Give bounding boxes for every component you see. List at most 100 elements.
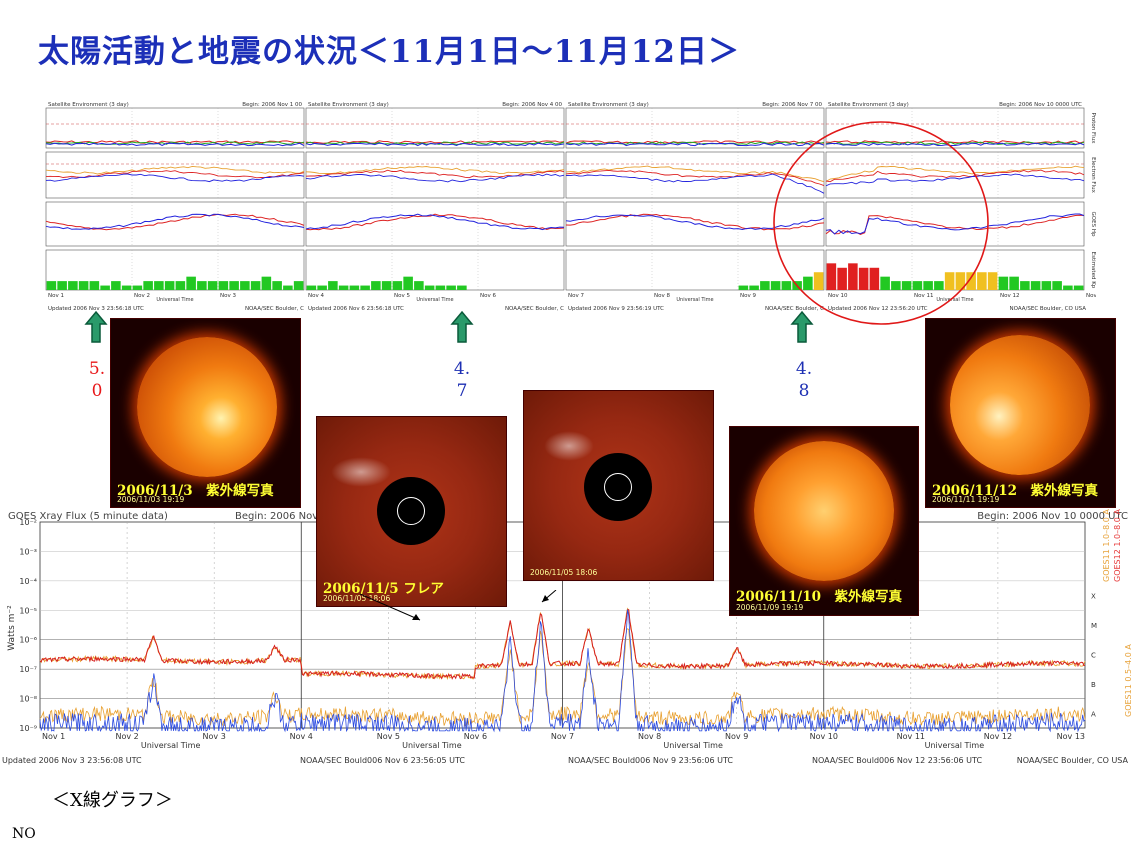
xray-day-label: Nov 10 xyxy=(810,732,838,741)
xray-legend-entry: GOES11 0.5–4.0 A xyxy=(1124,644,1133,717)
xray-ytick-label: 10⁻⁴ xyxy=(19,577,37,586)
xray-updated-label: NOAA/SEC Boulder, CO USA xyxy=(1017,756,1129,765)
panel-begin-label: Begin: 2006 Nov 1 00 xyxy=(242,102,302,108)
goes-hp-line xyxy=(825,214,1085,235)
kp-bar xyxy=(89,281,100,290)
kp-bar xyxy=(770,281,781,290)
kp-bar xyxy=(858,267,869,290)
env-day-label: Nov 10 xyxy=(828,293,848,299)
satellite-environment-chart: Satellite Environment (3 day) Begin: 2006… xyxy=(45,102,1096,312)
proton-flux-line xyxy=(825,141,1085,145)
kp-bar xyxy=(435,285,446,290)
xray-class-label: A xyxy=(1091,710,1096,718)
kp-bar xyxy=(403,276,413,290)
photo-caption: 2006/11/10 紫外線写真 xyxy=(736,589,903,605)
xray-begin-label: Begin: 2006 Nov xyxy=(235,511,318,522)
env-updated-label: Updated 2006 Nov 3 23:56:18 UTC xyxy=(48,306,144,312)
panel-header: Satellite Environment (3 day) xyxy=(48,102,129,108)
env-credit-label: NOAA/SEC Boulder, C xyxy=(245,306,304,312)
xray-updated-label: NOAA/SEC Bould006 Nov 12 23:56:06 UTC xyxy=(812,756,982,765)
xray-legend-entry: GOES11 1.0–8.0 A xyxy=(1102,509,1111,582)
env-subplot-frame xyxy=(305,201,565,247)
sun-uv-photo: 2006/11/10 紫外線写真 2006/11/09 19:19 xyxy=(729,426,919,616)
kp-bar xyxy=(966,272,976,290)
goes-hp-line xyxy=(565,214,825,231)
goes12-long-line xyxy=(39,609,1086,680)
env-row-label: GOES Hp xyxy=(1090,212,1096,237)
kp-bar xyxy=(100,285,110,290)
kp-bar xyxy=(175,281,186,290)
electron-flux-line xyxy=(565,169,825,187)
env-day-label: Nov 7 xyxy=(568,293,584,299)
photo-timestamp: 2006/11/05 18:06 xyxy=(530,568,598,577)
electron-flux-line xyxy=(305,166,565,175)
kp-bar xyxy=(164,281,175,290)
proton-flux-line xyxy=(305,142,565,147)
kp-bar xyxy=(143,281,153,290)
kp-bar xyxy=(111,281,121,290)
kp-bar xyxy=(1020,281,1030,290)
kp-bar xyxy=(414,281,424,290)
photo-timestamp: 2006/11/03 19:19 xyxy=(117,495,185,504)
flare-pointer-arrows xyxy=(360,590,557,621)
kp-bar xyxy=(955,272,966,290)
kp-bar xyxy=(760,281,770,290)
env-day-label: Nov 12 xyxy=(1000,293,1019,299)
kp-bar xyxy=(46,281,57,290)
photo-caption: 2006/11/3 紫外線写真 xyxy=(117,483,274,499)
xray-updated-label: NOAA/SEC Bould006 Nov 6 23:56:05 UTC xyxy=(300,756,465,765)
magnitude-label: 4. 7 xyxy=(453,359,471,401)
kp-bar xyxy=(880,276,890,290)
goes12-short-line xyxy=(39,609,1086,733)
kp-bar xyxy=(121,285,132,290)
goes-hp-line xyxy=(825,213,1085,235)
env-updated-label: Updated 2006 Nov 9 23:56:19 UTC xyxy=(568,306,664,312)
xray-day-label: Nov 4 xyxy=(290,732,313,741)
panel-header: Satellite Environment (3 day) xyxy=(568,102,649,108)
kp-bar xyxy=(349,285,360,290)
sun-uv-photo: 2006/11/12 紫外線写真 2006/11/11 19:19 xyxy=(925,318,1116,508)
electron-flux-line xyxy=(45,170,305,179)
panel-header: Satellite Environment (3 day) xyxy=(308,102,389,108)
photo-timestamp: 2006/11/09 19:19 xyxy=(736,603,804,612)
xray-legend-entry: GOES12 1.0–8.0 A xyxy=(1113,509,1122,582)
xray-day-label: Nov 8 xyxy=(638,732,661,741)
goes-hp-line xyxy=(565,213,825,231)
env-day-label: Nov 8 xyxy=(654,293,670,299)
env-day-label: Nov 1 xyxy=(48,293,64,299)
env-subplot-frame xyxy=(45,249,305,291)
xray-class-label: B xyxy=(1091,681,1096,689)
xray-ytick-label: 10⁻⁸ xyxy=(19,695,37,704)
env-day-label: Nov 9 xyxy=(740,293,756,299)
xray-day-label: Nov 1 xyxy=(42,732,65,741)
kp-bar xyxy=(923,281,933,290)
corona-flare-photo: 2006/11/5 フレア 2006/11/05 18:06 xyxy=(316,416,507,607)
xray-xlabel: Universal Time xyxy=(663,741,723,750)
kp-bar xyxy=(803,276,813,290)
xray-graph-caption: ＜X線グラフ＞ xyxy=(52,790,173,811)
xray-ytick-label: 10⁻⁶ xyxy=(19,636,37,645)
kp-bar xyxy=(1041,281,1052,290)
kp-bar xyxy=(749,285,759,290)
env-subplot-frame xyxy=(305,151,565,199)
electron-flux-line xyxy=(45,173,305,183)
xray-updated-label: Updated 2006 Nov 3 23:56:08 UTC xyxy=(2,756,142,765)
kp-bar xyxy=(293,281,304,290)
env-day-label: Nov 3 xyxy=(220,293,236,299)
xray-class-label: M xyxy=(1091,622,1097,630)
panel-header: Satellite Environment (3 day) xyxy=(828,102,909,108)
electron-flux-line xyxy=(305,173,565,183)
env-subplot-frame xyxy=(45,201,305,247)
kp-bar xyxy=(328,281,338,290)
env-time-axis-label: Universal Time xyxy=(676,297,713,303)
kp-bar xyxy=(283,285,293,290)
kp-bar xyxy=(813,272,824,290)
kp-bar xyxy=(392,281,403,290)
kp-bar xyxy=(229,281,239,290)
env-subplot-frame xyxy=(825,249,1085,291)
env-credit-label: NOAA/SEC Boulder, C xyxy=(505,306,564,312)
page-title: 太陽活動と地震の状況＜11月1日～11月12日＞ xyxy=(38,34,740,70)
env-day-label: Nov 11 xyxy=(914,293,933,299)
kp-bar xyxy=(306,285,317,290)
kp-bar xyxy=(1073,285,1084,290)
